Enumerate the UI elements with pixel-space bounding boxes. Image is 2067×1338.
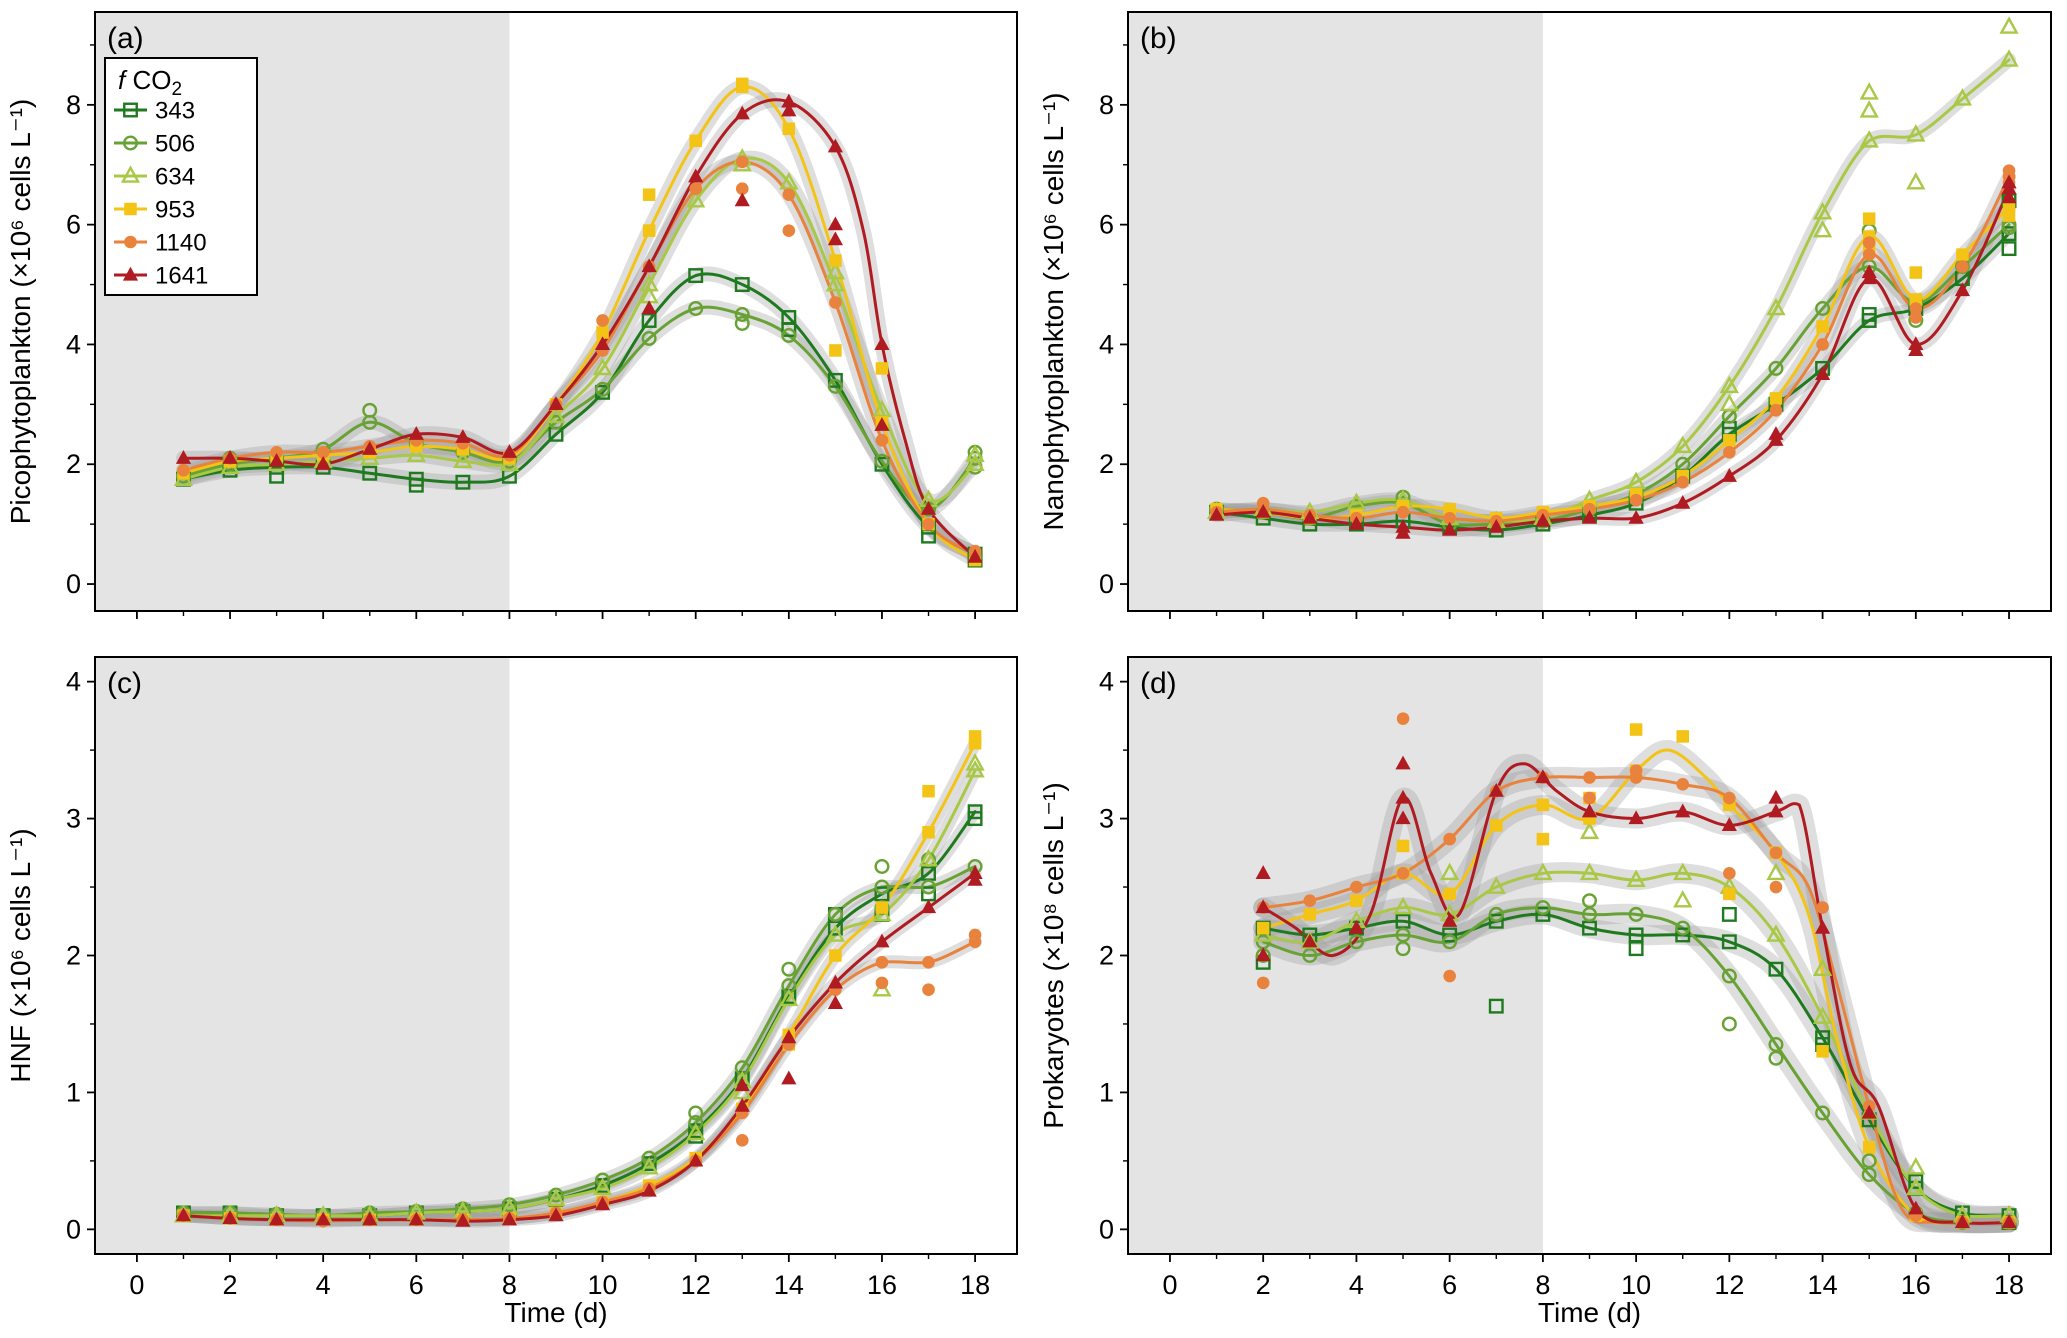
svg-text:(c): (c) xyxy=(107,667,142,700)
svg-text:12: 12 xyxy=(1714,1270,1744,1300)
svg-text:Picophytoplankton (×10⁶ cells: Picophytoplankton (×10⁶ cells L⁻¹) xyxy=(5,99,36,525)
svg-text:3: 3 xyxy=(66,804,81,834)
svg-text:Time (d): Time (d) xyxy=(1538,1297,1641,1328)
svg-text:2: 2 xyxy=(66,941,81,971)
svg-text:8: 8 xyxy=(1099,90,1114,120)
svg-text:953: 953 xyxy=(155,197,195,224)
svg-text:f CO2: f CO2 xyxy=(118,65,182,100)
svg-text:6: 6 xyxy=(1442,1270,1457,1300)
svg-text:4: 4 xyxy=(1099,329,1114,359)
panel-d: 0 2 4 6 8 10 12 14 16 18 0 1 2 3 4 Prokaryotes (×10⁸ ce… xyxy=(1033,645,2067,1338)
svg-text:(d): (d) xyxy=(1140,667,1177,700)
svg-text:18: 18 xyxy=(960,1270,990,1300)
svg-text:16: 16 xyxy=(867,1270,897,1300)
svg-text:4: 4 xyxy=(66,329,81,359)
svg-text:1140: 1140 xyxy=(155,230,207,257)
svg-text:16: 16 xyxy=(1901,1270,1931,1300)
svg-text:4: 4 xyxy=(1099,667,1114,697)
svg-text:10: 10 xyxy=(588,1270,618,1300)
svg-text:6: 6 xyxy=(1099,210,1114,240)
svg-text:2: 2 xyxy=(1099,449,1114,479)
svg-text:1641: 1641 xyxy=(155,263,208,290)
svg-text:8: 8 xyxy=(502,1270,517,1300)
svg-text:2: 2 xyxy=(1099,941,1114,971)
svg-text:18: 18 xyxy=(1994,1270,2024,1300)
svg-text:0: 0 xyxy=(66,569,81,599)
svg-text:2: 2 xyxy=(66,449,81,479)
svg-text:(a): (a) xyxy=(107,22,144,55)
svg-text:4: 4 xyxy=(316,1270,331,1300)
svg-text:0: 0 xyxy=(129,1270,144,1300)
svg-text:6: 6 xyxy=(409,1270,424,1300)
panel-a: 0 2 4 6 8 Picophytoplankton (×10⁶ cells L⁻¹) (… xyxy=(0,0,1033,645)
svg-text:0: 0 xyxy=(1162,1270,1177,1300)
panel-a-chart: 0 2 4 6 8 Picophytoplankton (×10⁶ cells L⁻¹) (… xyxy=(5,11,1018,619)
svg-text:4: 4 xyxy=(1349,1270,1364,1300)
svg-text:8: 8 xyxy=(1535,1270,1550,1300)
svg-text:4: 4 xyxy=(66,667,81,697)
svg-text:6: 6 xyxy=(66,210,81,240)
svg-text:HNF (×10⁶ cells L⁻¹): HNF (×10⁶ cells L⁻¹) xyxy=(5,828,36,1082)
svg-text:634: 634 xyxy=(155,164,195,191)
svg-text:3: 3 xyxy=(1099,804,1114,834)
svg-text:Nanophytoplankton (×10⁶ cells: Nanophytoplankton (×10⁶ cells L⁻¹) xyxy=(1038,93,1069,531)
panel-b-chart: 0 2 4 6 8 Nanophytoplankton (×10⁶ cells L⁻¹) (… xyxy=(1038,11,2052,619)
svg-text:10: 10 xyxy=(1621,1270,1651,1300)
svg-text:Prokaryotes (×10⁸ cells L⁻¹): Prokaryotes (×10⁸ cells L⁻¹) xyxy=(1038,782,1069,1128)
svg-text:1: 1 xyxy=(66,1077,81,1107)
panel-b: 0 2 4 6 8 Nanophytoplankton (×10⁶ cells L⁻¹) (… xyxy=(1033,0,2067,645)
svg-text:14: 14 xyxy=(774,1270,804,1300)
svg-text:14: 14 xyxy=(1808,1270,1838,1300)
svg-text:Time (d): Time (d) xyxy=(504,1297,607,1328)
svg-text:0: 0 xyxy=(66,1214,81,1244)
svg-text:(b): (b) xyxy=(1140,22,1177,55)
svg-text:506: 506 xyxy=(155,131,195,158)
svg-text:8: 8 xyxy=(66,90,81,120)
svg-text:2: 2 xyxy=(1256,1270,1271,1300)
svg-text:0: 0 xyxy=(1099,569,1114,599)
svg-text:0: 0 xyxy=(1099,1214,1114,1244)
svg-text:2: 2 xyxy=(223,1270,238,1300)
svg-text:12: 12 xyxy=(681,1270,711,1300)
panel-c: 0 2 4 6 8 10 12 14 16 18 0 1 2 3 4 HNF (×10⁶ cells L⁻¹)… xyxy=(0,645,1033,1338)
svg-text:343: 343 xyxy=(155,98,195,125)
svg-text:1: 1 xyxy=(1099,1077,1114,1107)
